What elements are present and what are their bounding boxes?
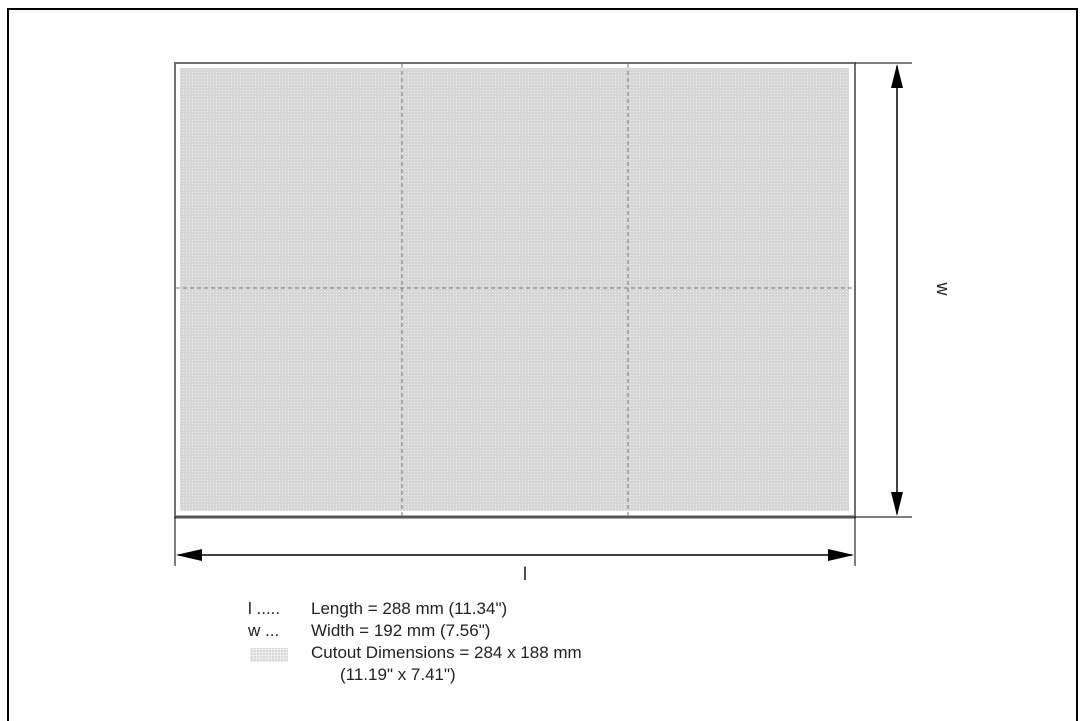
legend-width-key: w ... <box>248 621 280 640</box>
length-arrow-right <box>828 549 854 561</box>
legend-cutout-text: Cutout Dimensions = 284 x 188 mm <box>311 643 582 662</box>
legend-cutout-continued-row: (11.19" x 7.41") <box>248 664 768 686</box>
legend-width-row: w ... Width = 192 mm (7.56") <box>248 620 768 642</box>
legend-length-key: l ..... <box>248 599 281 618</box>
drawing-frame <box>7 8 1078 721</box>
cutout-swatch <box>250 648 288 662</box>
cutout-area <box>180 68 849 511</box>
legend-length-text: Length = 288 mm (11.34") <box>311 599 508 618</box>
length-arrow-left <box>176 549 202 561</box>
legend-cutout-inches: (11.19" x 7.41") <box>340 665 456 684</box>
legend-width-text: Width = 192 mm (7.56") <box>311 621 491 640</box>
width-label: w <box>933 282 953 297</box>
width-arrow-top <box>891 64 903 88</box>
legend: l ..... Length = 288 mm (11.34") w ... W… <box>248 598 768 686</box>
length-label: l <box>523 564 527 584</box>
legend-length-row: l ..... Length = 288 mm (11.34") <box>248 598 768 620</box>
width-arrow-bottom <box>891 492 903 516</box>
legend-cutout-row: Cutout Dimensions = 284 x 188 mm <box>248 642 768 664</box>
